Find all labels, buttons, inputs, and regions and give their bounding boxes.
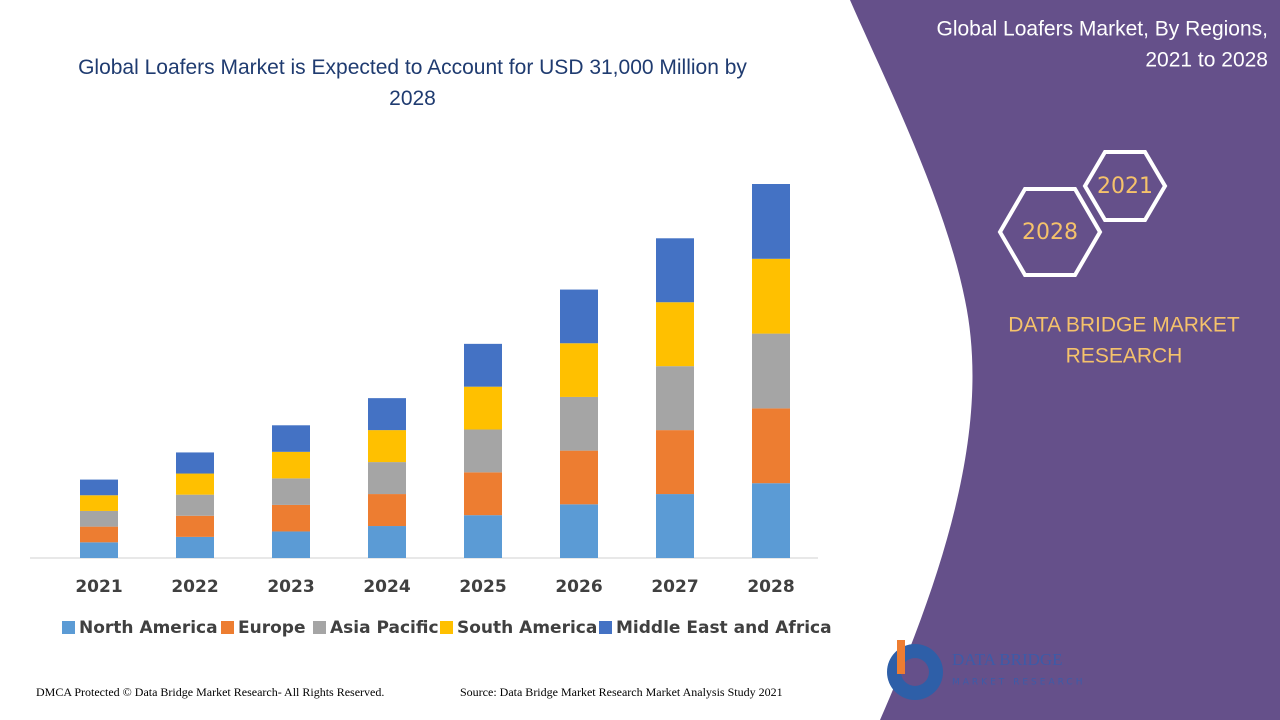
legend-label: North America [79,618,218,638]
x-tick-label: 2026 [555,577,602,597]
bar-segment [272,531,310,558]
hexagon [1082,150,1168,222]
bar-segment [80,479,118,496]
bar-segment [176,536,214,558]
bar-segment [752,483,790,558]
bar-segment [368,430,406,463]
footer-right: Source: Data Bridge Market Research Mark… [460,685,783,699]
legend-swatch [599,621,612,634]
bar-segment [752,184,790,259]
panel-title: Global Loafers Market, By Regions, [937,18,1269,41]
legend-swatch [440,621,453,634]
bar-segment [272,425,310,452]
bar-segment [560,343,598,397]
footer-left: DMCA Protected © Data Bridge Market Rese… [36,685,384,699]
bar-segment [80,495,118,511]
bar-segment [752,333,790,409]
x-tick-label: 2027 [651,577,698,597]
brand: DATA BRIDGE MARKET [1008,314,1240,337]
x-tick-label: 2022 [171,577,218,597]
bar-segment [368,526,406,558]
legend-label: Asia Pacific [330,618,439,638]
bar-segment [272,478,310,505]
x-tick-label: 2021 [75,577,122,597]
bar-segment [176,473,214,495]
bar-segment [464,472,502,516]
hex-label: 2028 [1022,220,1078,245]
side-panel [850,0,1280,720]
bar-segment [464,429,502,473]
bar-segment [368,494,406,527]
bar-segment [656,238,694,303]
legend-swatch [313,621,326,634]
bar-segment [752,258,790,334]
bar-segment [656,366,694,431]
x-tick-label: 2028 [747,577,794,597]
bar-segment [80,510,118,527]
x-tick-label: 2024 [363,577,410,597]
legend-label: Middle East and Africa [616,618,832,638]
bar-segment [176,494,214,516]
bar-segment [656,430,694,495]
bar-segment [560,504,598,558]
bar-segment [368,462,406,495]
legend-swatch [62,621,75,634]
legend-swatch [221,621,234,634]
bar-segment [176,515,214,537]
bar-segment [656,494,694,558]
hexagon [997,187,1103,277]
x-tick-label: 2025 [459,577,506,597]
panel-title: 2021 to 2028 [1145,49,1268,72]
legend-label: Europe [238,618,305,638]
bar-segment [560,450,598,505]
bar-segment [368,398,406,431]
logo-name: DATA BRIDGE [952,650,1063,669]
bar-segment [560,396,598,451]
bar-segment [464,343,502,387]
bar-segment [176,452,214,474]
bar-segment [80,542,118,558]
bar-segment [752,408,790,484]
bar-segment [464,515,502,558]
chart-title: Global Loafers Market is Expected to Acc… [78,56,747,110]
bar-segment [272,504,310,532]
brand: RESEARCH [1066,345,1183,368]
logo-sub: MARKET RESEARCH [952,678,1085,688]
logo-mark [897,640,905,674]
bar-segment [656,302,694,367]
bar-segment [272,451,310,479]
legend-label: South America [457,618,597,638]
x-tick-label: 2023 [267,577,314,597]
bar-segment [80,526,118,543]
bar-segment [464,386,502,430]
hex-label: 2021 [1097,174,1153,199]
logo-mark [901,658,929,686]
bar-segment [560,289,598,344]
